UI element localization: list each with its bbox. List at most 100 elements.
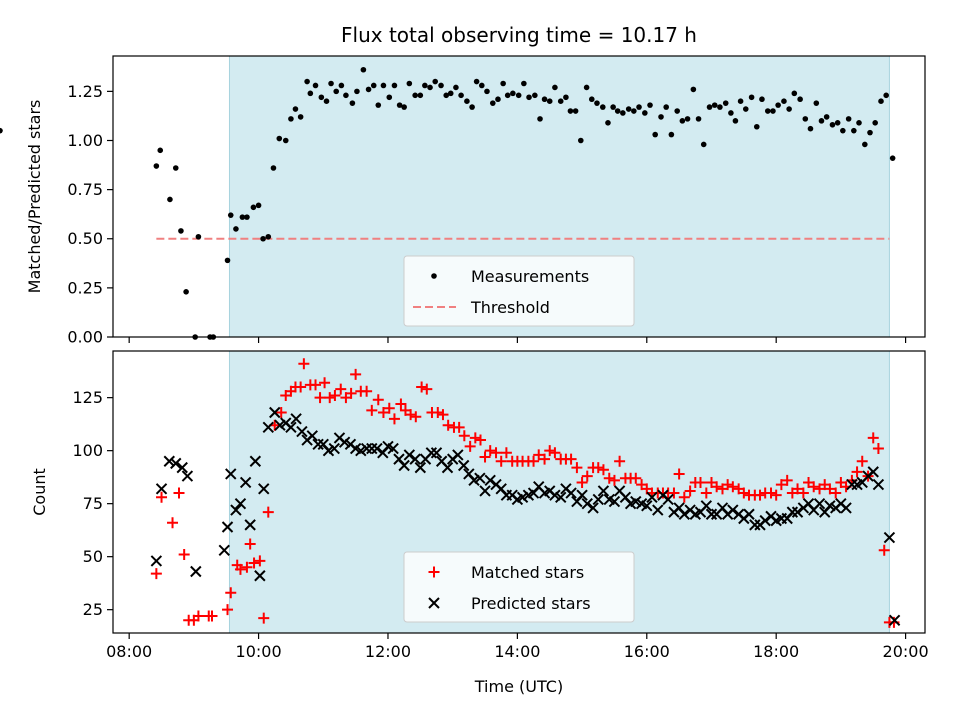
measurement-point [370, 82, 377, 89]
measurement-point [813, 100, 820, 106]
legend-label: Predicted stars [471, 594, 591, 613]
measurement-point [700, 141, 707, 148]
legend-box [403, 551, 635, 623]
matched-stars-point [432, 406, 444, 418]
measurement-point [663, 104, 669, 110]
count-panel: 25 50 75 100 125 08:00 10:00 12:00 14:00 16:00 18:… [30, 350, 929, 661]
measurement-point [401, 104, 407, 110]
predicted-stars-point [608, 495, 621, 508]
matched-stars-point [410, 411, 422, 423]
predicted-stars-point [425, 447, 438, 459]
matched-stars-point [178, 549, 190, 561]
measurement-point [500, 80, 506, 87]
predicted-stars-point [371, 442, 383, 455]
predicted-stars-point [244, 519, 256, 531]
matched-stars-point [310, 379, 322, 391]
predicted-stars-point [883, 531, 896, 544]
matched-stars-point [335, 383, 347, 395]
matched-stars-point [416, 381, 428, 393]
matched-stars-point [262, 506, 274, 518]
matched-stars-point [544, 445, 556, 457]
measurement-point [679, 118, 686, 124]
x-tick-label: 18:00 [753, 642, 799, 661]
measurement-point [851, 127, 857, 134]
matched-stars-point [668, 487, 680, 499]
matched-stars-point [500, 447, 512, 459]
measurement-point [717, 104, 723, 110]
measurement-point [333, 88, 340, 95]
predicted-stars-point [867, 466, 879, 478]
matched-stars-point [298, 358, 310, 370]
predicted-stars-point [474, 472, 486, 484]
measurement-point [605, 120, 611, 126]
measurement-point [711, 102, 718, 108]
measurement-point [552, 84, 558, 91]
matched-stars-point [350, 368, 362, 380]
measurement-point [172, 165, 179, 171]
matched-stars-point [254, 555, 266, 567]
predicted-stars-point [230, 504, 242, 516]
measurement-point [380, 82, 387, 89]
measurement-point [737, 98, 744, 104]
predicted-stars-point [221, 521, 234, 533]
measurement-point [354, 88, 360, 95]
predicted-stars-point [786, 506, 799, 518]
predicted-stars-point [791, 506, 804, 518]
measurement-point [791, 90, 798, 97]
y-tick-label: 0.50 [67, 229, 103, 248]
predicted-stars-point [239, 476, 252, 489]
predicted-stars-point [678, 508, 691, 520]
predicted-stars-point [403, 449, 416, 461]
matched-stars-point [206, 610, 218, 622]
matched-stars-point [770, 489, 782, 501]
y-tick-label: 0.25 [67, 278, 103, 297]
measurement-point [807, 125, 814, 132]
predicted-stars-point [225, 468, 237, 480]
predicted-stars-point [254, 570, 266, 582]
matched-stars-point [851, 466, 863, 478]
measurement-point [690, 86, 697, 93]
measurement-point [748, 94, 755, 101]
predicted-stars-point [163, 455, 175, 467]
predicted-stars-point [328, 442, 340, 455]
matched-stars-point [539, 453, 551, 465]
measurement-point [417, 92, 424, 99]
predicted-stars-point [576, 489, 588, 501]
matched-stars-point [694, 476, 706, 488]
measurement-point [178, 228, 184, 234]
x-tick-label: 16:00 [624, 642, 670, 661]
predicted-stars-point [888, 614, 901, 626]
measurement-point [153, 163, 160, 169]
measurement-point [889, 155, 896, 161]
measurement-point [781, 98, 787, 104]
x-tick-label: 20:00 [883, 642, 929, 661]
legend-marker-measurements [431, 273, 437, 279]
measurement-point [567, 108, 574, 114]
measurement-point [458, 92, 464, 99]
measurement-point [541, 96, 548, 103]
matched-stars-point [234, 563, 246, 575]
measurement-point [255, 202, 262, 209]
measurement-point [515, 92, 522, 99]
matched-stars-point [150, 568, 162, 580]
matched-stars-point [738, 487, 750, 499]
measurement-point [227, 212, 234, 218]
matched-stars-point [592, 462, 604, 474]
matched-stars-point [361, 385, 373, 397]
predicted-stars-point [646, 491, 658, 504]
measurement-point [473, 78, 480, 85]
x-tick-label: 14:00 [494, 642, 540, 661]
predicted-stars-point [249, 455, 262, 467]
predicted-stars-point [155, 483, 168, 495]
predicted-stars-point [441, 461, 454, 474]
legend-marker-matched [428, 566, 440, 578]
matched-stars-point [484, 445, 496, 457]
ratio-panel: 0.00 0.25 0.50 0.75 1.00 1.25 Matched/Predicte… [0, 55, 926, 347]
measurement-point [375, 102, 382, 108]
matched-stars-point [565, 453, 577, 465]
measurement-point [829, 121, 836, 128]
measurement-point [883, 92, 889, 99]
matched-stars-point [225, 587, 237, 599]
matched-stars-point [437, 409, 449, 421]
matched-stars-point [395, 398, 407, 410]
